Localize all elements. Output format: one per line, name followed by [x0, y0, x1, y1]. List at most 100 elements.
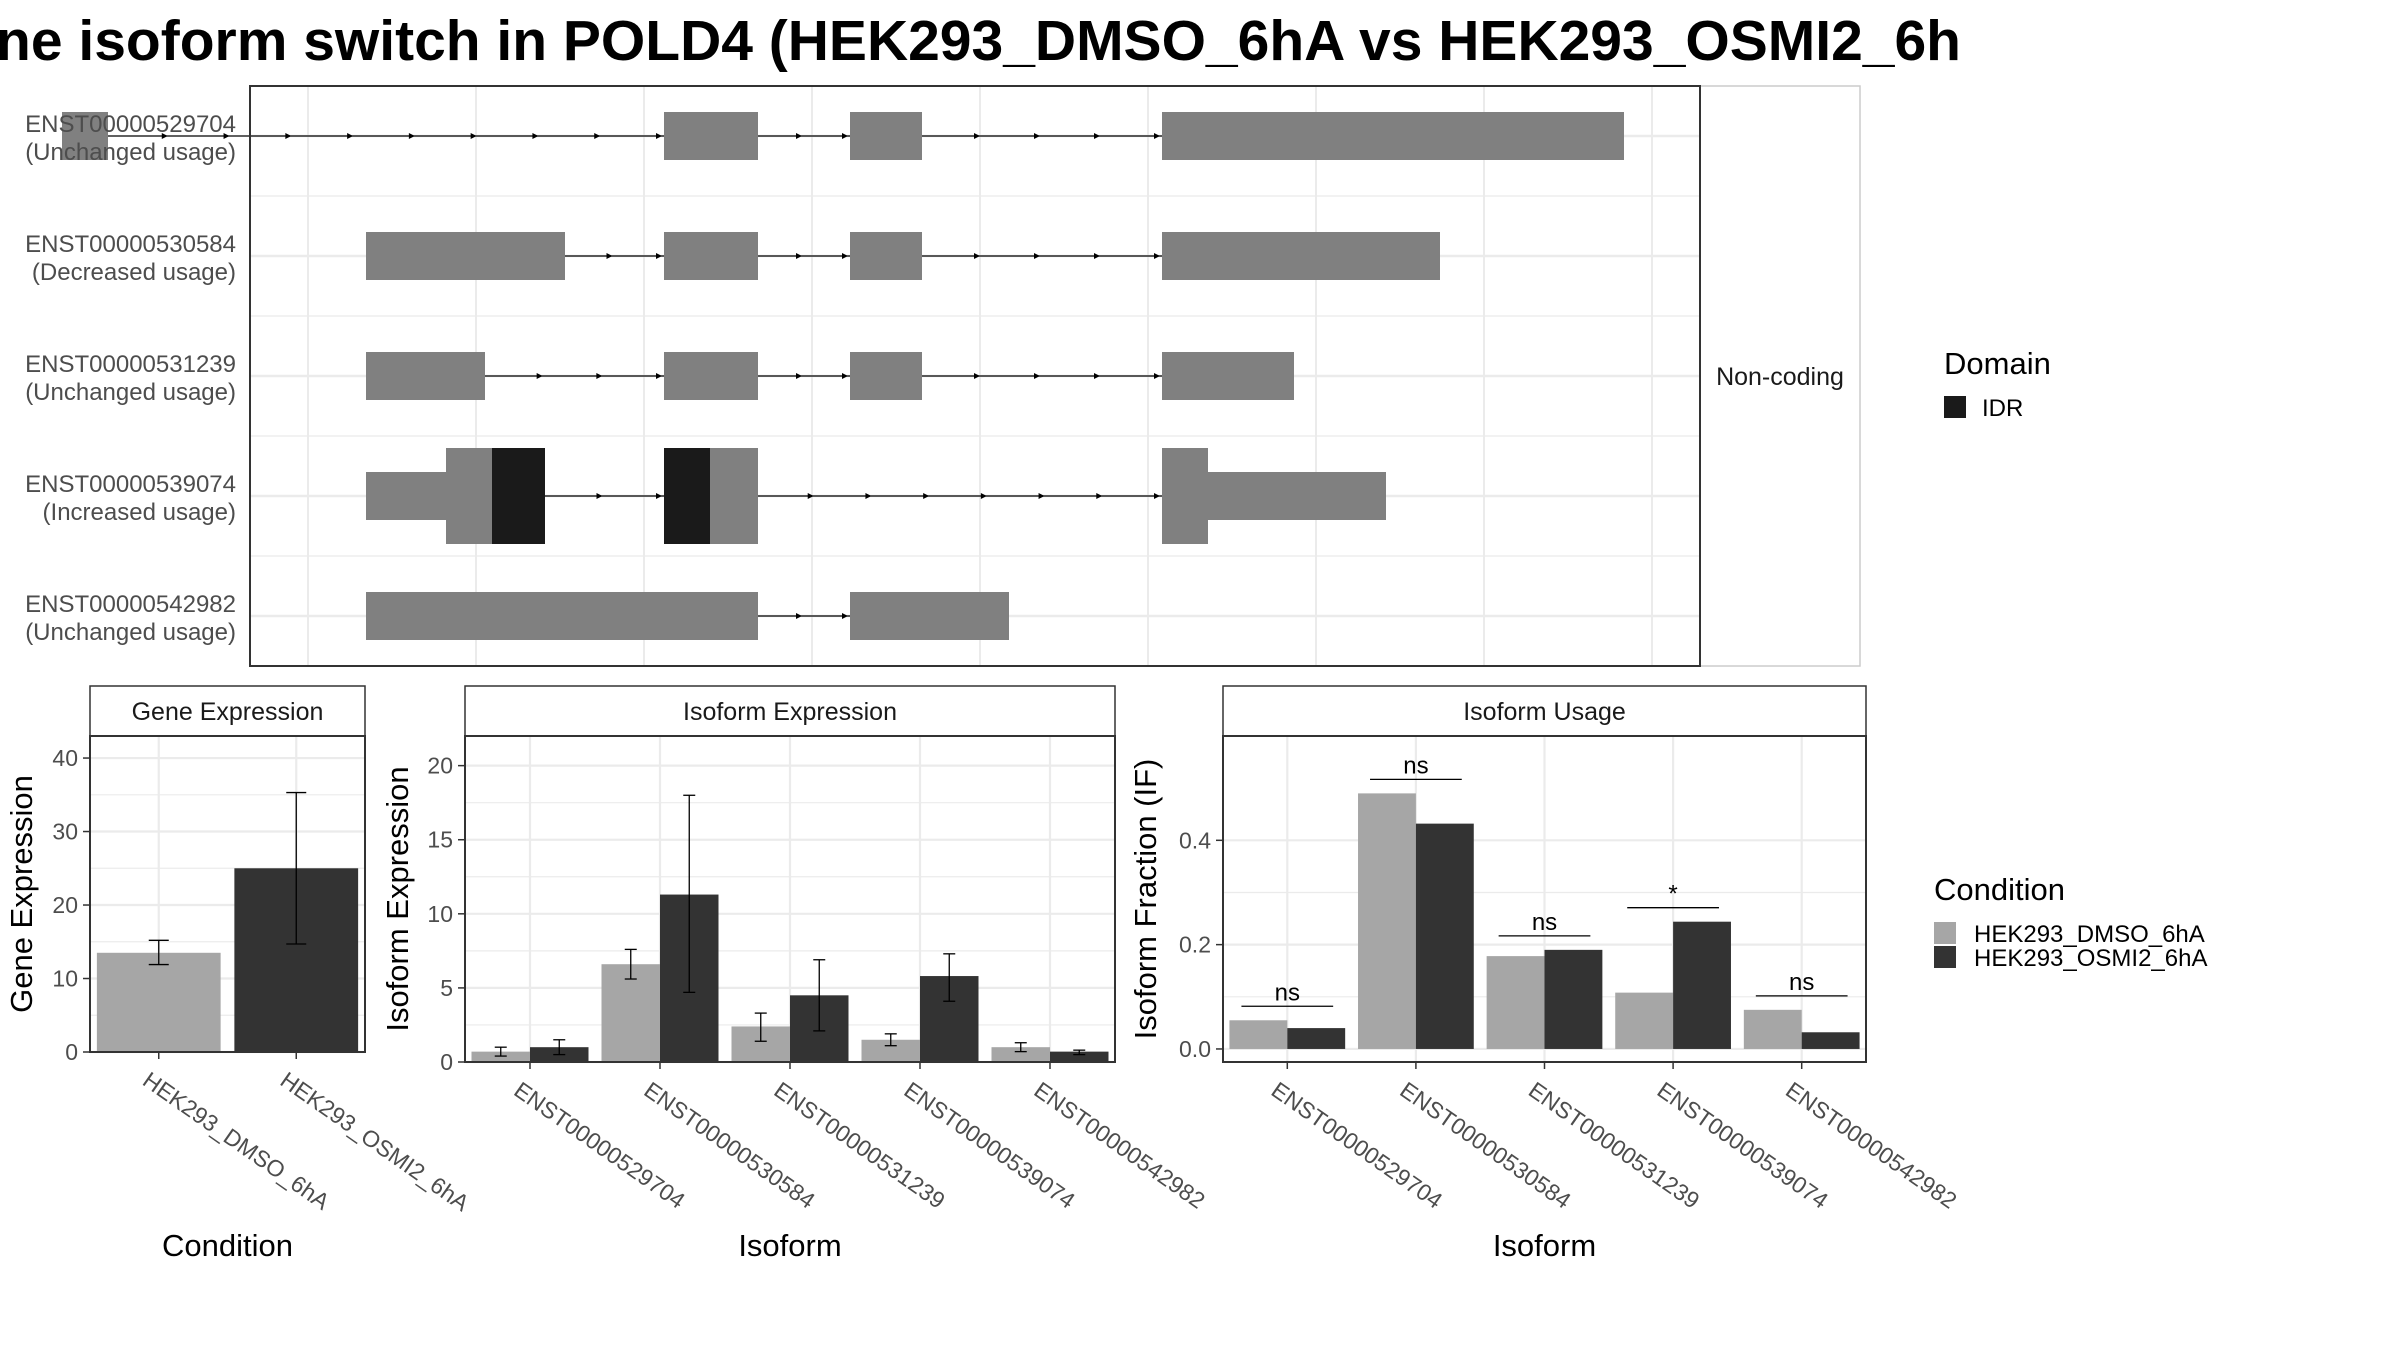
- panel-strip: [89, 685, 366, 737]
- exon: [850, 352, 922, 400]
- intron-arrow: [536, 373, 543, 379]
- intron-arrow: [408, 133, 415, 139]
- isoform-usage-panel: Isoform Usagensnsns*ns0.00.20.4ENST00000…: [1128, 685, 1962, 1263]
- exon-thin: [1208, 472, 1386, 520]
- bar: [1801, 1032, 1860, 1049]
- intron-arrow: [285, 133, 292, 139]
- transcript-usage-label: (Unchanged usage): [25, 139, 236, 166]
- intron-arrow: [223, 133, 230, 139]
- y-tick-label: 20: [427, 753, 453, 779]
- transcript-id-label: ENST00000531239: [25, 351, 236, 378]
- bar: [1415, 823, 1474, 1049]
- intron-arrow: [796, 613, 802, 619]
- panel-border: [89, 735, 366, 1053]
- domain-legend: Domain IDR: [1944, 346, 2051, 422]
- domain-idr: [664, 448, 710, 544]
- exon: [366, 352, 485, 400]
- intron-arrow: [1094, 253, 1100, 259]
- intron-arrow: [842, 613, 848, 619]
- y-axis-title: Isoform Expression: [380, 766, 415, 1031]
- intron-arrow: [347, 133, 354, 139]
- y-tick-label: 0: [65, 1039, 78, 1065]
- bar: [1673, 921, 1731, 1049]
- condition-legend-swatch: [1934, 922, 1956, 944]
- y-tick-label: 40: [52, 745, 78, 771]
- x-axis-title: Isoform: [1493, 1228, 1596, 1263]
- transcript-usage-label: (Unchanged usage): [25, 379, 236, 406]
- transcript-id-label: ENST00000539074: [25, 471, 236, 498]
- domain-legend-swatch: [1944, 396, 1966, 418]
- intron-arrow: [596, 373, 603, 379]
- intron-arrow: [796, 253, 802, 259]
- intron-arrow: [1034, 133, 1040, 139]
- exon: [62, 112, 108, 160]
- intron-arrow: [807, 493, 814, 499]
- intron-arrow: [1096, 493, 1103, 499]
- structure-panel-border: [249, 85, 1701, 667]
- condition-legend-label: HEK293_DMSO_6hA: [1974, 921, 2205, 948]
- y-tick-label: 30: [52, 819, 78, 845]
- y-axis-title: Isoform Fraction (IF): [1128, 759, 1163, 1040]
- y-tick-label: 10: [52, 966, 78, 992]
- intron-arrow: [842, 253, 848, 259]
- transcript-usage-label: (Unchanged usage): [25, 619, 236, 646]
- panel-strip: [1222, 685, 1867, 737]
- intron-arrow: [606, 253, 613, 259]
- intron-arrow: [656, 373, 662, 379]
- exon: [664, 232, 758, 280]
- bar: [1486, 956, 1545, 1049]
- intron-arrow: [796, 373, 802, 379]
- intron-arrow: [1094, 373, 1100, 379]
- significance-label: ns: [1275, 979, 1300, 1006]
- condition-legend-label: HEK293_OSMI2_6hA: [1974, 945, 2207, 972]
- intron-arrow: [656, 493, 662, 499]
- intron-arrow: [656, 133, 662, 139]
- x-axis-title: Condition: [162, 1228, 293, 1263]
- panel-strip-title: Isoform Usage: [1463, 698, 1626, 726]
- panel-strip-title: Isoform Expression: [683, 698, 897, 726]
- y-tick-label: 15: [427, 827, 453, 853]
- intron-arrow: [923, 493, 930, 499]
- significance-label: ns: [1789, 969, 1814, 996]
- significance-label: ns: [1532, 909, 1557, 936]
- intron-arrow: [1154, 253, 1160, 259]
- condition-legend-swatch: [1934, 946, 1956, 968]
- intron-arrow: [974, 373, 980, 379]
- x-axis-title: Isoform: [738, 1228, 841, 1263]
- bar: [1358, 793, 1416, 1049]
- intron-arrow: [1034, 253, 1040, 259]
- exon: [664, 112, 758, 160]
- structure-strip-label: Non-coding: [1716, 363, 1844, 391]
- bar: [1544, 949, 1603, 1049]
- y-tick-label: 0.0: [1179, 1036, 1211, 1062]
- intron-arrow: [865, 493, 872, 499]
- intron-arrow: [470, 133, 477, 139]
- bar: [1229, 1020, 1288, 1049]
- exon: [1162, 112, 1624, 160]
- exon: [366, 232, 565, 280]
- intron-arrow: [980, 493, 987, 499]
- bar: [601, 964, 660, 1062]
- intron-arrow: [1154, 373, 1160, 379]
- intron-arrow: [656, 253, 662, 259]
- bar: [991, 1047, 1050, 1062]
- domain-legend-label: IDR: [1982, 395, 2023, 422]
- bar: [96, 952, 221, 1052]
- exon: [1162, 232, 1440, 280]
- intron-arrow: [161, 133, 168, 139]
- panel-strip-title: Gene Expression: [132, 698, 324, 726]
- intron-arrow: [1038, 493, 1045, 499]
- intron-arrow: [974, 253, 980, 259]
- y-tick-label: 5: [440, 975, 453, 1001]
- intron-arrow: [796, 133, 802, 139]
- structure-strip: [1699, 85, 1861, 667]
- exon: [366, 592, 758, 640]
- y-tick-label: 0.2: [1179, 932, 1211, 958]
- significance-label: *: [1668, 881, 1677, 908]
- intron-arrow: [842, 373, 848, 379]
- bar: [1743, 1009, 1802, 1049]
- chart-title: ne isoform switch in POLD4 (HEK293_DMSO_…: [0, 9, 1961, 73]
- domain-idr: [492, 448, 545, 544]
- exon: [1162, 352, 1294, 400]
